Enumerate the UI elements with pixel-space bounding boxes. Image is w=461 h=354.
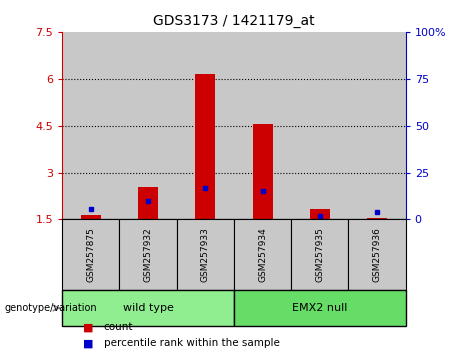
Text: ■: ■ — [83, 322, 94, 332]
Text: GSM257934: GSM257934 — [258, 228, 267, 282]
Text: GSM257933: GSM257933 — [201, 227, 210, 282]
Text: ■: ■ — [83, 338, 94, 348]
Text: GSM257875: GSM257875 — [86, 227, 95, 282]
Text: GSM257936: GSM257936 — [372, 227, 382, 282]
Text: EMX2 null: EMX2 null — [292, 303, 348, 313]
FancyBboxPatch shape — [62, 290, 234, 326]
Bar — [367, 218, 387, 219]
Title: GDS3173 / 1421179_at: GDS3173 / 1421179_at — [153, 14, 315, 28]
Bar — [349, 32, 406, 219]
Bar — [234, 32, 291, 219]
Text: GSM257932: GSM257932 — [143, 228, 153, 282]
Bar — [81, 215, 101, 219]
Bar — [62, 32, 119, 219]
Bar — [195, 74, 215, 219]
FancyBboxPatch shape — [62, 219, 119, 290]
FancyBboxPatch shape — [234, 290, 406, 326]
Text: genotype/variation: genotype/variation — [5, 303, 97, 313]
FancyBboxPatch shape — [291, 219, 349, 290]
Bar — [138, 187, 158, 219]
Bar — [177, 32, 234, 219]
FancyBboxPatch shape — [234, 219, 291, 290]
FancyBboxPatch shape — [119, 219, 177, 290]
Text: percentile rank within the sample: percentile rank within the sample — [104, 338, 280, 348]
Bar — [253, 124, 272, 219]
FancyBboxPatch shape — [349, 219, 406, 290]
Bar — [310, 209, 330, 219]
Text: count: count — [104, 322, 133, 332]
Bar — [119, 32, 177, 219]
Text: wild type: wild type — [123, 303, 173, 313]
FancyBboxPatch shape — [177, 219, 234, 290]
Bar — [291, 32, 349, 219]
Text: GSM257935: GSM257935 — [315, 227, 325, 282]
